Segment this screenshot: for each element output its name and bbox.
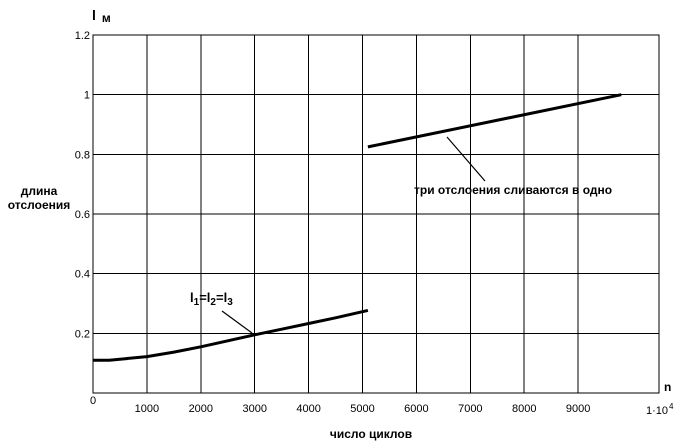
y-tick-label: 1 (84, 90, 90, 102)
series-line-1 (93, 308, 369, 362)
x-tick-label: 9000 (566, 403, 590, 415)
series-line-2 (367, 93, 622, 149)
x-tick-label: 8000 (512, 403, 536, 415)
x-axis-letter: n (664, 380, 671, 394)
series-group (93, 93, 622, 362)
y-tick-label: 0.6 (75, 209, 90, 221)
x-tick-label: 1000 (135, 403, 159, 415)
y-tick-label: 0.4 (75, 269, 90, 281)
x-axis-title: число циклов (330, 427, 412, 441)
tick-labels: 1000 2000 3000 4000 5000 6000 7000 8000 9000 0 0.2… (75, 30, 591, 415)
x-origin-label: 0 (90, 395, 96, 407)
y-tick-label: 0.8 (75, 149, 90, 161)
grid (93, 34, 659, 394)
annotation-l1-l2-l3: l1=l2=l3 (190, 290, 233, 308)
x-tick-label: 4000 (296, 403, 320, 415)
x-tick-label: 5000 (350, 403, 374, 415)
x-tick-label: 3000 (242, 403, 266, 415)
annotation-leader-line-1 (221, 310, 253, 334)
plot-frame (92, 34, 660, 394)
annotation-merge-text: три отслоения сливаются в одно (414, 183, 612, 197)
y-axis-title-line1: длина (21, 184, 58, 198)
y-tick-label: 1.2 (75, 30, 90, 42)
annotation-leader-line-2 (446, 136, 486, 182)
y-tick-label: 0.2 (75, 328, 90, 340)
x-tick-label: 2000 (189, 403, 213, 415)
y-axis-title-line2: отслоения (8, 198, 71, 212)
x-tick-label: 6000 (404, 403, 428, 415)
x-tick-label: 7000 (458, 403, 482, 415)
x-axis-multiplier: 1·104 (646, 402, 674, 417)
